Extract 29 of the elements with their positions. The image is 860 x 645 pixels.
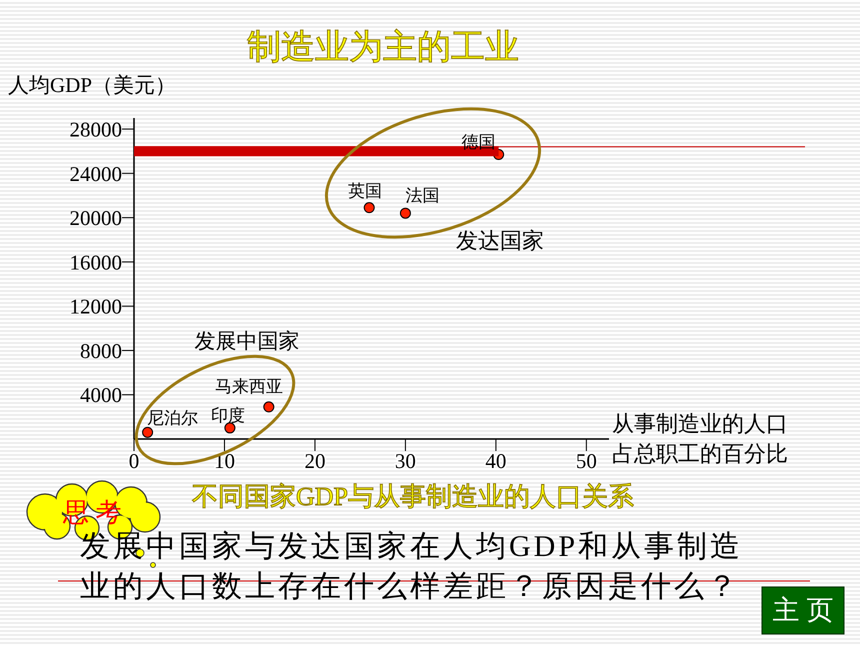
y-tick-label: 4000 bbox=[80, 383, 122, 408]
series-label: 法国 bbox=[405, 186, 440, 205]
y-tick-label: 28000 bbox=[70, 118, 122, 142]
annotation: 发达国家 bbox=[456, 228, 544, 253]
text: 主 页 bbox=[772, 595, 834, 625]
x-tick-label: 50 bbox=[576, 448, 597, 473]
chart-title: 制造业为主的工业 bbox=[247, 29, 519, 66]
series-label: 马来西亚 bbox=[214, 376, 283, 396]
y-tick-label: 12000 bbox=[70, 294, 122, 319]
y-tick-label: 16000 bbox=[70, 250, 122, 274]
x-tick-label: 30 bbox=[394, 448, 416, 473]
x-tick-label: 40 bbox=[485, 448, 506, 473]
point bbox=[263, 401, 274, 412]
series-label: 尼泊尔 bbox=[147, 408, 198, 427]
x-tick-label: 0 bbox=[128, 448, 140, 473]
x-axis-title: 从事制造业的人口占总职工的百分比 bbox=[612, 411, 788, 466]
y-tick-label: 8000 bbox=[80, 338, 122, 363]
series-label: 印度 bbox=[210, 405, 245, 424]
y-tick-label: 20000 bbox=[70, 206, 122, 230]
point bbox=[224, 422, 236, 434]
text: 不同国家GDP与从事制造业的人口关系 bbox=[192, 482, 634, 511]
point bbox=[400, 208, 411, 219]
y-axis-title: 人均GDP（美元） bbox=[8, 73, 176, 97]
annotation: 发展中国家 bbox=[194, 329, 300, 353]
point bbox=[142, 426, 154, 438]
point bbox=[364, 202, 375, 214]
x-tick-label: 20 bbox=[304, 448, 326, 473]
series-label: 英国 bbox=[348, 181, 382, 200]
y-tick-label: 24000 bbox=[70, 162, 122, 186]
